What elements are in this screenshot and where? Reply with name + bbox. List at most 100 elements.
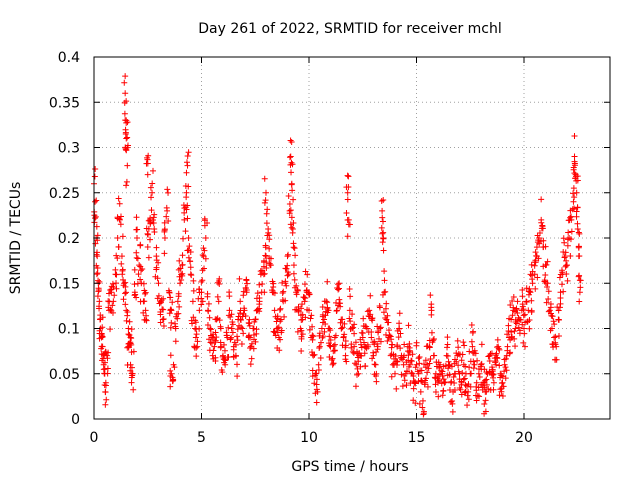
data-point — [335, 281, 342, 288]
data-point — [510, 304, 517, 311]
data-point — [505, 328, 512, 335]
data-point — [101, 359, 108, 366]
data-point — [383, 300, 390, 307]
data-point — [483, 376, 490, 383]
data-point — [464, 402, 471, 409]
data-point — [221, 359, 228, 366]
data-point — [511, 335, 518, 342]
data-point — [436, 377, 443, 384]
data-point — [148, 194, 155, 201]
data-point — [161, 250, 168, 257]
data-point — [119, 233, 126, 240]
data-point — [521, 311, 528, 318]
data-point — [242, 285, 249, 292]
data-point — [157, 299, 164, 306]
data-point — [360, 315, 367, 322]
data-point — [374, 340, 381, 347]
data-point — [283, 265, 290, 272]
data-point — [355, 370, 362, 377]
data-point — [349, 311, 356, 318]
y-tick-label: 0.2 — [58, 231, 80, 247]
data-point — [471, 361, 478, 368]
data-point — [551, 356, 558, 363]
data-point — [253, 326, 260, 333]
data-point — [520, 312, 527, 319]
data-point — [335, 286, 342, 293]
data-point — [344, 217, 351, 224]
data-point — [329, 355, 336, 362]
data-point — [124, 162, 131, 169]
data-point — [190, 314, 197, 321]
data-point — [119, 271, 126, 278]
data-point — [185, 149, 192, 156]
data-point — [407, 361, 414, 368]
data-point — [527, 289, 534, 296]
data-point — [144, 230, 151, 237]
data-point — [509, 312, 516, 319]
data-point — [261, 175, 268, 182]
data-point — [428, 329, 435, 336]
data-point — [490, 371, 497, 378]
data-point — [490, 386, 497, 393]
data-point — [427, 355, 434, 362]
data-point — [228, 311, 235, 318]
data-point — [302, 268, 309, 275]
y-tick-label: 0.05 — [49, 367, 80, 383]
data-point — [147, 236, 154, 243]
data-point — [184, 215, 191, 222]
data-point — [95, 277, 102, 284]
data-point — [263, 259, 270, 266]
data-point — [328, 356, 335, 363]
y-tick-label: 0.25 — [49, 186, 80, 202]
data-point — [494, 336, 501, 343]
data-point — [263, 210, 270, 217]
data-point — [436, 364, 443, 371]
data-point — [123, 289, 130, 296]
data-point — [368, 334, 375, 341]
data-point — [438, 380, 445, 387]
data-point — [324, 299, 331, 306]
data-point — [160, 322, 167, 329]
data-point — [558, 267, 565, 274]
data-point — [221, 347, 228, 354]
data-point — [283, 282, 290, 289]
data-point — [313, 376, 320, 383]
data-point — [545, 296, 552, 303]
data-point — [331, 347, 338, 354]
data-point — [396, 325, 403, 332]
x-tick-label: 15 — [408, 430, 426, 446]
data-point — [552, 333, 559, 340]
data-point — [182, 228, 189, 235]
data-point — [490, 379, 497, 386]
data-point — [124, 309, 131, 316]
data-point — [236, 275, 243, 282]
data-point — [254, 290, 261, 297]
data-point — [92, 215, 99, 222]
data-point — [198, 301, 205, 308]
data-point — [385, 327, 392, 334]
data-point — [561, 254, 568, 261]
data-point — [115, 195, 122, 202]
data-point — [262, 197, 269, 204]
data-point — [102, 382, 109, 389]
data-point — [521, 325, 527, 332]
data-point — [336, 280, 343, 287]
data-point — [220, 341, 227, 348]
data-point — [352, 339, 359, 346]
data-point — [124, 142, 131, 149]
data-point — [362, 363, 369, 370]
data-point — [259, 280, 266, 287]
data-point — [199, 298, 206, 305]
data-point — [264, 232, 271, 239]
data-point — [216, 275, 223, 282]
data-point — [151, 229, 158, 236]
data-point — [163, 213, 170, 220]
data-point — [176, 257, 183, 264]
data-point — [112, 266, 119, 273]
data-point — [454, 337, 461, 344]
data-point — [262, 244, 269, 251]
data-point — [136, 262, 143, 269]
data-point — [351, 360, 358, 367]
data-point — [565, 229, 572, 236]
data-point — [161, 228, 168, 235]
